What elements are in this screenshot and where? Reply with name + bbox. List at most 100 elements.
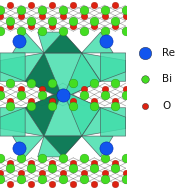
Polygon shape xyxy=(63,91,101,136)
Point xyxy=(103,14,106,17)
Point xyxy=(114,82,117,85)
Point xyxy=(103,177,106,180)
Point xyxy=(72,161,75,164)
Point xyxy=(72,82,75,85)
Point xyxy=(61,14,64,17)
Polygon shape xyxy=(25,91,101,136)
Point xyxy=(103,172,106,175)
Polygon shape xyxy=(12,32,44,53)
Point xyxy=(93,4,96,7)
Point xyxy=(143,104,146,107)
Point xyxy=(40,177,43,180)
Point xyxy=(93,182,96,185)
Point xyxy=(124,30,127,33)
Point xyxy=(18,147,21,150)
Polygon shape xyxy=(82,53,126,81)
Point xyxy=(103,30,106,33)
Point xyxy=(103,9,106,12)
Text: Re: Re xyxy=(162,48,175,58)
Point xyxy=(9,182,12,185)
Point xyxy=(0,93,2,96)
Point xyxy=(72,19,75,22)
Polygon shape xyxy=(25,91,63,136)
Point xyxy=(51,167,54,170)
Point xyxy=(0,30,2,33)
Point xyxy=(30,99,33,102)
Point xyxy=(114,4,117,7)
Point xyxy=(51,25,54,28)
Point xyxy=(19,30,22,33)
Point xyxy=(114,182,117,185)
Polygon shape xyxy=(63,53,101,98)
Point xyxy=(0,172,2,175)
Point xyxy=(72,25,75,28)
Point xyxy=(9,161,12,164)
Point xyxy=(82,156,85,159)
Point xyxy=(114,25,117,28)
Point xyxy=(93,161,96,164)
Point xyxy=(30,161,33,164)
Point xyxy=(114,104,117,107)
Point xyxy=(93,167,96,170)
Point xyxy=(103,88,106,91)
Point xyxy=(124,177,127,180)
Point xyxy=(93,19,96,22)
Polygon shape xyxy=(44,136,82,157)
Point xyxy=(40,172,43,175)
Point xyxy=(82,14,85,17)
Point xyxy=(9,104,12,107)
Polygon shape xyxy=(12,136,44,157)
Point xyxy=(61,9,64,12)
Point xyxy=(124,93,127,96)
Point xyxy=(30,25,33,28)
Point xyxy=(124,172,127,175)
Point xyxy=(103,93,106,96)
Point xyxy=(19,156,22,159)
Point xyxy=(30,167,33,170)
Point xyxy=(30,104,33,107)
Point xyxy=(61,172,64,175)
Point xyxy=(82,9,85,12)
Point xyxy=(72,167,75,170)
Point xyxy=(40,93,43,96)
Point xyxy=(72,104,75,107)
Polygon shape xyxy=(25,53,101,98)
Point xyxy=(18,39,21,42)
Point xyxy=(51,4,54,7)
Point xyxy=(40,14,43,17)
Point xyxy=(9,99,12,102)
Polygon shape xyxy=(101,108,126,136)
Point xyxy=(0,14,2,17)
Point xyxy=(114,161,117,164)
Point xyxy=(9,19,12,22)
Point xyxy=(114,99,117,102)
Point xyxy=(124,14,127,17)
Point xyxy=(105,39,108,42)
Point xyxy=(0,177,2,180)
Polygon shape xyxy=(82,108,126,136)
Point xyxy=(61,93,64,96)
Text: O: O xyxy=(162,101,171,111)
Point xyxy=(51,82,54,85)
Point xyxy=(124,9,127,12)
Polygon shape xyxy=(82,32,113,53)
Point xyxy=(72,182,75,185)
Point xyxy=(30,82,33,85)
Point xyxy=(143,51,146,54)
Polygon shape xyxy=(0,108,25,136)
Point xyxy=(30,19,33,22)
Point xyxy=(9,167,12,170)
Point xyxy=(82,177,85,180)
Point xyxy=(0,88,2,91)
Point xyxy=(143,78,146,81)
Point xyxy=(82,30,85,33)
Point xyxy=(93,99,96,102)
Point xyxy=(0,156,2,159)
Point xyxy=(0,9,2,12)
Point xyxy=(103,156,106,159)
Point xyxy=(124,88,127,91)
Polygon shape xyxy=(38,32,82,53)
Point xyxy=(114,19,117,22)
Text: Bi: Bi xyxy=(162,74,173,84)
Point xyxy=(30,182,33,185)
